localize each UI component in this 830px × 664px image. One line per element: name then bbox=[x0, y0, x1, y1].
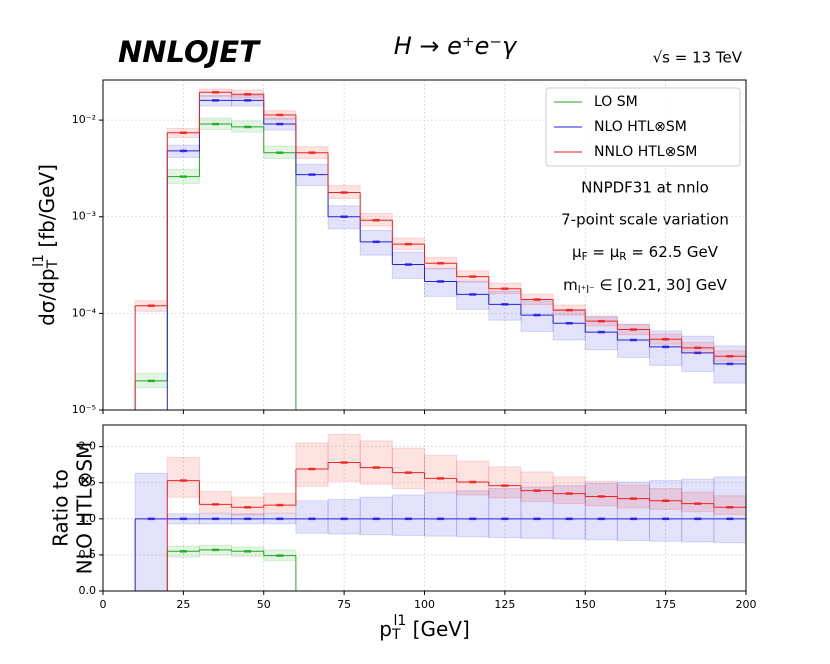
x-axis-label: pTl1 [GeV] bbox=[379, 613, 470, 643]
uncertainty-band bbox=[327, 498, 361, 535]
legend-label: NNLO HTL⊗SM bbox=[594, 144, 697, 160]
series-layer bbox=[134, 433, 746, 591]
uncertainty-band bbox=[649, 488, 683, 510]
uncertainty-band bbox=[456, 490, 490, 538]
annotation: ml⁺l⁻ ∈ [0.21, 30] GeV bbox=[563, 276, 727, 297]
x-tick-label: 150 bbox=[575, 598, 596, 611]
uncertainty-band bbox=[713, 495, 746, 515]
uncertainty-band bbox=[263, 493, 297, 514]
uncertainty-band bbox=[488, 290, 522, 321]
uncertainty-band bbox=[616, 484, 651, 509]
x-tick-label: 200 bbox=[736, 598, 757, 611]
y-tick-label: 0.0 bbox=[79, 584, 97, 597]
y-axis-label: NLO HTL⊗SM bbox=[73, 442, 97, 575]
uncertainty-band bbox=[456, 280, 490, 310]
uncertainty-band bbox=[584, 482, 618, 541]
annotation: 7-point scale variation bbox=[561, 211, 729, 229]
uncertainty-band bbox=[391, 494, 426, 536]
uncertainty-band bbox=[134, 472, 168, 591]
chart-title: H → e⁺e⁻γ bbox=[394, 32, 518, 60]
y-axis-label: dσ/dpTl1 [fb/GeV] bbox=[31, 164, 61, 326]
annotation-part: = 62.5 GeV bbox=[627, 243, 719, 261]
y-axis-label-part: l1 bbox=[31, 254, 47, 267]
uncertainty-band bbox=[424, 492, 458, 537]
uncertainty-band bbox=[359, 496, 393, 536]
x-axis-label-part: T bbox=[391, 627, 401, 643]
y-tick-label: 10⁻² bbox=[72, 113, 96, 126]
annotation-part: R bbox=[619, 251, 626, 263]
x-tick-label: 175 bbox=[655, 598, 676, 611]
x-axis-label-part: p bbox=[379, 617, 392, 641]
uncertainty-band bbox=[681, 491, 715, 513]
y-tick-label: 0.5 bbox=[79, 548, 97, 561]
uncertainty-band bbox=[488, 488, 522, 539]
x-tick-label: 125 bbox=[494, 598, 515, 611]
x-tick-label: 50 bbox=[257, 598, 271, 611]
annotation-part: l⁺l⁻ bbox=[578, 284, 595, 296]
y-tick-label: 2.0 bbox=[79, 440, 97, 453]
y-tick-label: 10⁻⁵ bbox=[72, 403, 96, 416]
uncertainty-band bbox=[295, 500, 329, 534]
y-axis-label-part: dσ/dp bbox=[35, 268, 59, 326]
annotation-part: F bbox=[582, 251, 588, 263]
annotation-part: m bbox=[563, 276, 578, 294]
legend-label: LO SM bbox=[594, 94, 638, 110]
y-tick-label: 1.5 bbox=[79, 476, 97, 489]
plot-frame bbox=[102, 424, 747, 592]
legend-label: NLO HTL⊗SM bbox=[594, 119, 687, 135]
annotation-part: = μ bbox=[588, 243, 620, 261]
y-axis-label-part: [fb/GeV] bbox=[35, 164, 59, 254]
annotation-part: μ bbox=[572, 243, 582, 261]
uncertainty-band bbox=[198, 490, 233, 514]
y-tick-label: 1.0 bbox=[79, 512, 97, 525]
uncertainty-band bbox=[391, 447, 426, 490]
uncertainty-band bbox=[616, 481, 651, 541]
uncertainty-band bbox=[520, 486, 554, 539]
uncertainty-band bbox=[424, 454, 458, 493]
legend-box bbox=[545, 87, 741, 167]
y-axis-label: Ratio to bbox=[49, 469, 73, 547]
x-axis-label-part: [GeV] bbox=[406, 617, 469, 641]
y-axis-label-part: T bbox=[45, 259, 61, 269]
annotation: NNPDF31 at nnlo bbox=[581, 179, 709, 197]
logo: NNLOJET bbox=[118, 35, 261, 69]
uncertainty-band bbox=[295, 442, 329, 487]
x-axis-label-part: l1 bbox=[394, 613, 407, 629]
x-tick-label: 0 bbox=[100, 598, 107, 611]
x-tick-label: 75 bbox=[337, 598, 351, 611]
annotation-part: ∈ [0.21, 30] GeV bbox=[595, 276, 728, 294]
annotation: μF = μR = 62.5 GeV bbox=[572, 243, 719, 264]
uncertainty-band bbox=[552, 308, 586, 341]
uncertainty-band bbox=[359, 440, 393, 485]
x-tick-label: 100 bbox=[414, 598, 435, 611]
series-layer bbox=[134, 88, 746, 410]
uncertainty-band bbox=[520, 471, 554, 503]
uncertainty-band bbox=[584, 480, 618, 507]
uncertainty-band bbox=[488, 466, 522, 499]
x-tick-label: 25 bbox=[176, 598, 190, 611]
uncertainty-band bbox=[681, 478, 715, 543]
uncertainty-band bbox=[456, 460, 490, 496]
uncertainty-band bbox=[649, 480, 683, 542]
y-tick-label: 10⁻⁴ bbox=[72, 306, 97, 319]
y-tick-label: 10⁻³ bbox=[72, 210, 96, 223]
uncertainty-band bbox=[166, 456, 200, 498]
energy-label: √s = 13 TeV bbox=[653, 49, 743, 67]
uncertainty-band bbox=[327, 433, 361, 482]
plot-frame bbox=[102, 79, 747, 411]
uncertainty-band bbox=[552, 476, 586, 505]
